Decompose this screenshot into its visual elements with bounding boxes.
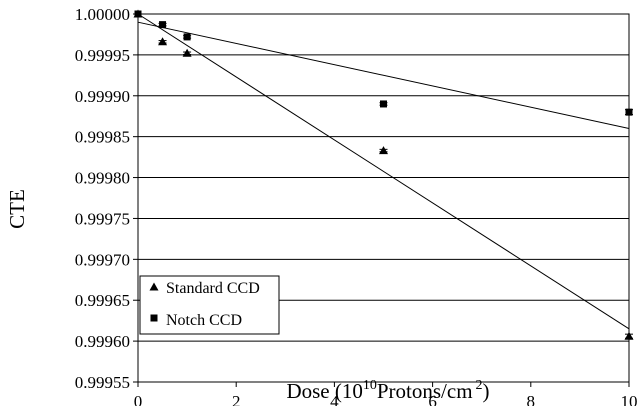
x-axis-title-mid: Protons/cm bbox=[377, 379, 473, 403]
legend-marker-standard-ccd bbox=[149, 282, 159, 291]
legend-label-standard-ccd: Standard CCD bbox=[166, 280, 260, 297]
y-tick-label: 0.99965 bbox=[75, 291, 130, 310]
fit-line-notch-ccd bbox=[137, 21, 630, 129]
x-tick-label: 2 bbox=[232, 392, 241, 406]
x-axis-title-sup2: 2 bbox=[476, 378, 483, 393]
x-axis-title: Dose (1010Protons/cm 2) bbox=[286, 378, 489, 403]
y-axis-title: CTE bbox=[5, 189, 29, 229]
x-tick-label: 8 bbox=[527, 392, 536, 406]
data-point-standard-ccd bbox=[182, 48, 192, 57]
y-tick-label: 0.99985 bbox=[75, 128, 130, 147]
plot-area-frame bbox=[137, 13, 630, 383]
x-axis-ticks: 0 2 4 6 8 10 bbox=[134, 382, 638, 406]
fit-lines bbox=[137, 13, 630, 330]
legend-label-notch-ccd: Notch CCD bbox=[166, 312, 242, 329]
y-tick-label: 0.99955 bbox=[75, 373, 130, 392]
data-point-standard-ccd bbox=[158, 37, 168, 46]
data-point-standard-ccd bbox=[379, 146, 388, 155]
legend: Standard CCD Notch CCD bbox=[139, 275, 280, 335]
legend-box bbox=[139, 275, 280, 335]
y-axis-ticks: 0.99955 0.99960 0.99965 0.99970 0.99975 0.999… bbox=[75, 5, 138, 392]
x-tick-label: 6 bbox=[428, 392, 437, 406]
x-tick-label: 0 bbox=[134, 392, 143, 406]
data-point-notch-ccd bbox=[183, 33, 191, 41]
data-markers bbox=[133, 9, 634, 340]
fit-line-standard-ccd bbox=[137, 13, 630, 330]
y-tick-label: 1.00000 bbox=[75, 5, 130, 24]
data-point-notch-ccd bbox=[380, 100, 387, 108]
y-tick-label: 0.99970 bbox=[75, 250, 130, 269]
y-tick-label: 0.99980 bbox=[75, 169, 130, 188]
x-tick-label: 10 bbox=[621, 392, 638, 406]
legend-marker-notch-ccd bbox=[150, 314, 158, 322]
y-tick-label: 0.99990 bbox=[75, 87, 130, 106]
y-tick-label: 0.99995 bbox=[75, 46, 130, 65]
y-tick-label: 0.99975 bbox=[75, 209, 130, 228]
x-axis-title-main: Dose (10 bbox=[286, 379, 362, 403]
x-axis-title-sup1: 10 bbox=[363, 378, 377, 393]
x-axis-title-end: ) bbox=[483, 379, 490, 403]
x-tick-label: 4 bbox=[330, 392, 339, 406]
data-point-notch-ccd bbox=[159, 21, 167, 29]
y-tick-label: 0.99960 bbox=[75, 332, 130, 351]
